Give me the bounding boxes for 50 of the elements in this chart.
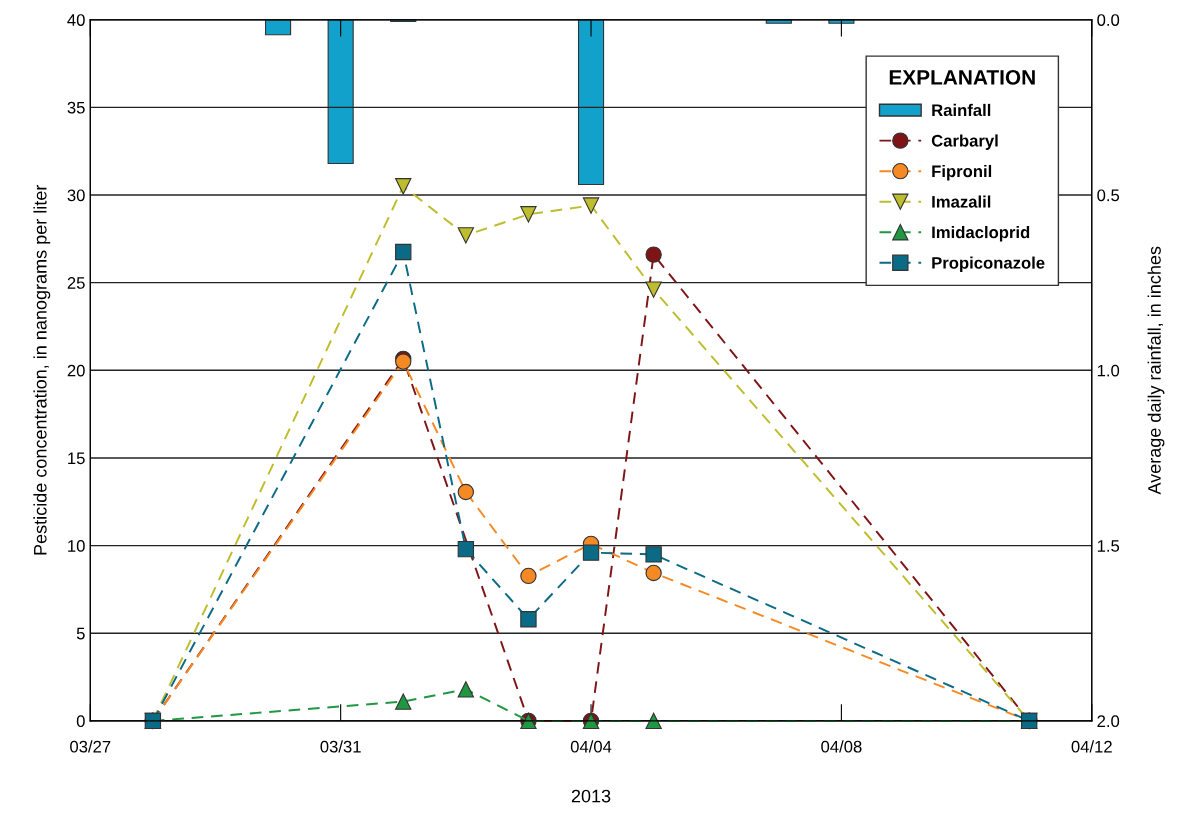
bar [577,19,605,186]
y-tick-label: 30 [67,189,85,202]
point [582,197,600,214]
y-tick-label: 15 [68,452,85,465]
point [520,611,537,628]
x-tick-label: 03/31 [320,740,361,753]
y-tick-label: 40 [67,14,85,26]
legend-label: Rainfall [932,103,991,117]
y2-tick-label: 1.0 [1097,364,1120,377]
x-tick-label: 04/04 [570,740,612,753]
point [645,246,662,263]
point [457,483,475,501]
legend-label: Fipronil [932,164,992,181]
point [520,206,537,223]
y2-tick-label: 2.0 [1097,715,1120,728]
x-tick-label: 04/08 [821,740,862,753]
point [457,681,475,698]
x-axis-title: 2013 [571,789,611,803]
point [582,544,600,561]
y-tick-label: 10 [68,540,85,552]
y-axis-title: Pesticide concentration, in nanograms per liter [33,184,51,555]
y2-tick-label: 0.0 [1097,14,1120,26]
y2-axis-title: Average daily rainfall, in inches [1147,246,1165,495]
point [457,540,475,558]
y-tick-label: 35 [67,101,85,114]
bar [828,19,855,24]
point [457,227,475,244]
legend-label: Imidacloprid [932,226,1030,242]
point [395,243,412,261]
y-tick-label: 25 [67,277,85,289]
legend-label: Propiconazole [932,256,1045,273]
x-tick-label: 03/27 [70,740,111,753]
point [645,546,662,563]
legend-label: Carbaryl [931,134,998,150]
y2-tick-label: 1.5 [1097,540,1120,552]
point [395,693,412,710]
legend-label: Imazalil [932,195,991,208]
y2-tick-label: 0.5 [1097,189,1120,202]
point [645,564,662,582]
bar [327,19,354,165]
x-tick-label: 04/12 [1071,740,1112,753]
y-tick-label: 20 [67,364,85,377]
bar [264,19,292,36]
y-tick-label: 0 [76,715,85,728]
point [395,178,412,195]
y-tick-label: 5 [76,627,85,640]
bar [765,19,792,24]
point [645,281,662,298]
point [520,567,537,585]
legend-title: EXPLANATION [889,69,1035,85]
